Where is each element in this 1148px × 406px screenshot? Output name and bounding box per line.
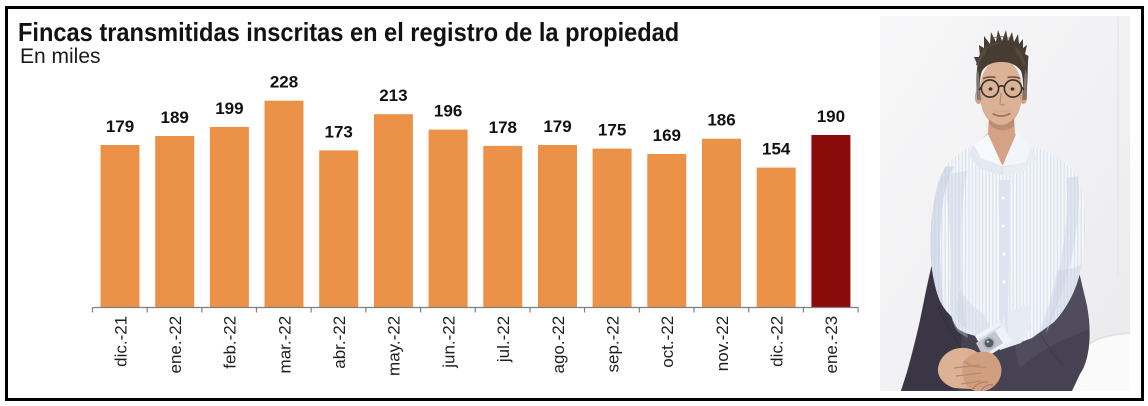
svg-text:154: 154 xyxy=(762,140,791,159)
svg-text:nov.-22: nov.-22 xyxy=(713,316,732,371)
svg-text:186: 186 xyxy=(707,111,735,130)
svg-text:179: 179 xyxy=(543,117,571,136)
svg-text:jul.-22: jul.-22 xyxy=(494,316,513,363)
svg-text:dic.-21: dic.-21 xyxy=(111,316,130,367)
svg-text:178: 178 xyxy=(489,118,517,137)
svg-text:ene.-23: ene.-23 xyxy=(822,316,841,374)
svg-text:mar.-22: mar.-22 xyxy=(275,316,294,374)
svg-text:jun.-22: jun.-22 xyxy=(439,316,458,369)
svg-text:sep.-22: sep.-22 xyxy=(603,316,622,373)
svg-text:228: 228 xyxy=(270,73,298,92)
svg-text:196: 196 xyxy=(434,102,462,121)
svg-text:feb.-22: feb.-22 xyxy=(221,316,240,369)
svg-text:ago.-22: ago.-22 xyxy=(549,316,568,374)
svg-text:179: 179 xyxy=(106,117,134,136)
svg-text:ene.-22: ene.-22 xyxy=(166,316,185,374)
svg-text:dic.-22: dic.-22 xyxy=(768,316,787,367)
svg-text:may.-22: may.-22 xyxy=(385,316,404,376)
svg-text:190: 190 xyxy=(817,107,845,126)
svg-text:199: 199 xyxy=(215,99,243,118)
svg-text:173: 173 xyxy=(325,122,353,141)
svg-text:abr.-22: abr.-22 xyxy=(330,316,349,369)
svg-text:oct.-22: oct.-22 xyxy=(658,316,677,368)
svg-text:189: 189 xyxy=(161,108,189,127)
svg-text:213: 213 xyxy=(379,86,407,105)
svg-text:175: 175 xyxy=(598,121,626,140)
svg-text:169: 169 xyxy=(653,126,681,145)
